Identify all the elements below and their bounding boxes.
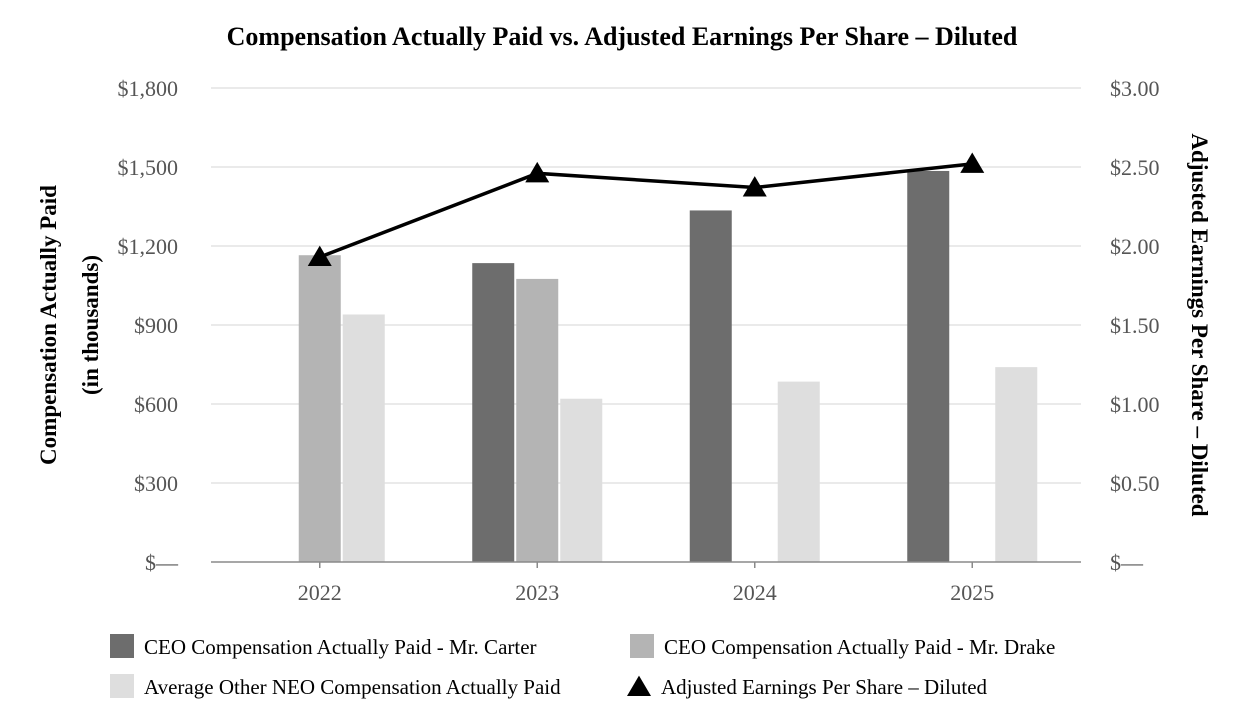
bar-2 — [516, 278, 559, 562]
y-tick-label-right: $0.50 — [1110, 471, 1160, 496]
bar-3 — [560, 398, 603, 562]
y-tick-label-left: $600 — [134, 392, 178, 417]
eps-line — [319, 162, 973, 259]
bar-3 — [342, 314, 385, 562]
gridlines — [211, 87, 1081, 484]
legend-label-4: Adjusted Earnings Per Share – Diluted — [661, 675, 988, 699]
eps-line-series — [307, 152, 985, 267]
x-tick-label: 2025 — [950, 580, 994, 605]
bar-1 — [907, 170, 950, 562]
y-axis-title-left-line2: (in thousands) — [78, 255, 103, 395]
y-axis-title-left: Compensation Actually Paid (in thousands… — [36, 185, 103, 465]
eps-point — [525, 161, 550, 183]
legend-swatch-3 — [110, 674, 134, 698]
x-tick-label: 2024 — [733, 580, 777, 605]
y-tick-label-left: $1,500 — [118, 155, 179, 180]
y-tick-label-left: $1,800 — [118, 76, 179, 101]
eps-point — [960, 152, 985, 173]
chart-title: Compensation Actually Paid vs. Adjusted … — [227, 22, 1018, 51]
y-tick-label-left: $1,200 — [118, 234, 179, 259]
axes: $— $300 $600 $900 $1,200 $1,500 $1,800 $— $0.50 $… — [118, 76, 1160, 605]
bar-1 — [689, 210, 732, 562]
legend-swatch-2 — [630, 634, 654, 658]
eps-point — [307, 245, 332, 267]
bars — [298, 170, 1038, 562]
eps-point — [742, 176, 767, 197]
legend-swatch-1 — [110, 634, 134, 658]
legend: CEO Compensation Actually Paid - Mr. Car… — [110, 634, 1055, 699]
bar-1 — [472, 263, 515, 562]
legend-label-1: CEO Compensation Actually Paid - Mr. Car… — [144, 635, 537, 659]
y-tick-label-left: $— — [145, 550, 179, 575]
bar-2 — [298, 255, 341, 562]
legend-label-2: CEO Compensation Actually Paid - Mr. Dra… — [664, 635, 1055, 659]
y-axis-title-right: Adjusted Earnings Per Share – Diluted — [1187, 133, 1212, 516]
y-tick-label-left: $300 — [134, 471, 178, 496]
x-tick-label: 2022 — [298, 580, 342, 605]
bar-3 — [777, 381, 820, 562]
x-tick-label: 2023 — [515, 580, 559, 605]
bar-3 — [995, 367, 1038, 562]
y-tick-label-right: $3.00 — [1110, 76, 1160, 101]
y-tick-label-right: $1.00 — [1110, 392, 1160, 417]
y-axis-title-left-line1: Compensation Actually Paid — [36, 185, 61, 465]
y-tick-label-right: $— — [1110, 550, 1144, 575]
legend-label-3: Average Other NEO Compensation Actually … — [144, 675, 561, 699]
y-tick-label-right: $2.00 — [1110, 234, 1160, 259]
legend-swatch-4 — [627, 675, 651, 696]
y-tick-label-right: $1.50 — [1110, 313, 1160, 338]
y-tick-label-right: $2.50 — [1110, 155, 1160, 180]
y-tick-label-left: $900 — [134, 313, 178, 338]
